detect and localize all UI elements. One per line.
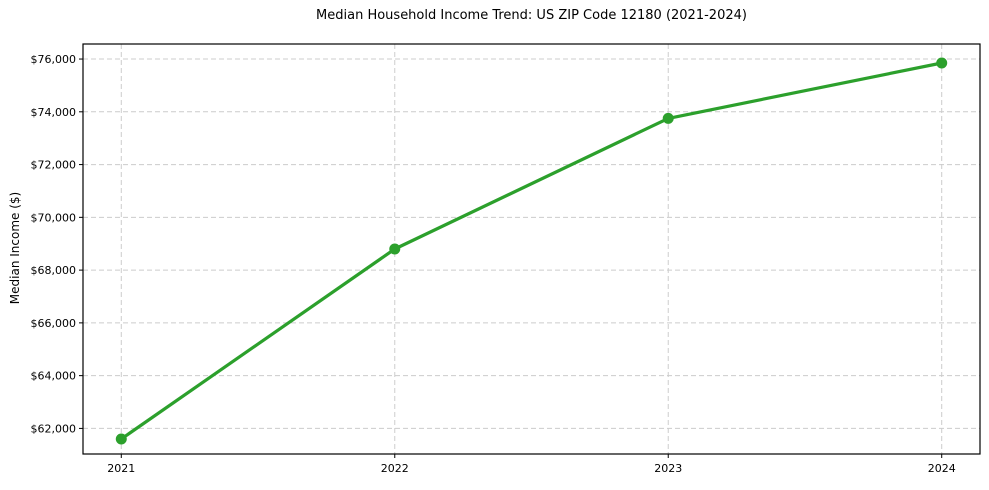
x-tick-label: 2022: [381, 462, 409, 475]
y-tick-label: $64,000: [31, 370, 77, 383]
y-tick-label: $66,000: [31, 317, 77, 330]
x-tick-label: 2024: [928, 462, 956, 475]
data-point-marker: [389, 243, 401, 255]
y-tick-label: $68,000: [31, 264, 77, 277]
axes-frame: [82, 43, 981, 455]
y-tick-label: $76,000: [31, 53, 77, 66]
trend-line: [119, 61, 944, 441]
data-point-marker: [936, 57, 948, 69]
y-tick-label: $74,000: [31, 106, 77, 119]
chart-title: Median Household Income Trend: US ZIP Co…: [316, 8, 747, 23]
y-tick-label: $70,000: [31, 211, 77, 224]
data-point-marker: [115, 433, 127, 445]
x-tick-label: 2023: [654, 462, 682, 475]
y-tick-label: $72,000: [31, 159, 77, 172]
data-point-marker: [662, 112, 674, 124]
y-tick-label: $62,000: [31, 422, 77, 435]
x-tick-label: 2021: [107, 462, 135, 475]
plot-background: [83, 44, 980, 454]
